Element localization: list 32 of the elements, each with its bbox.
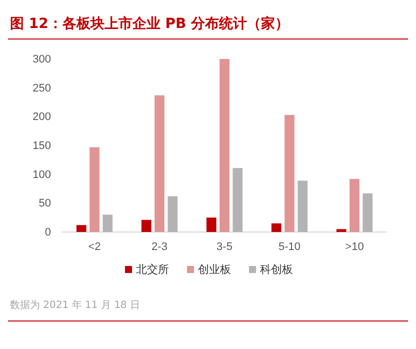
bar	[271, 223, 282, 232]
bar	[206, 218, 216, 232]
y-tick-label: 150	[32, 140, 51, 152]
y-tick-label: 100	[32, 168, 51, 181]
legend-label: 北交所	[136, 263, 169, 276]
legend-label: 科创板	[260, 263, 293, 276]
bar	[141, 220, 152, 232]
bar	[298, 180, 308, 232]
bar	[232, 168, 243, 232]
chart-title: 图 12：各板块上市企业 PB 分布统计（家）	[10, 15, 290, 32]
bar	[102, 214, 113, 232]
bar	[168, 196, 178, 232]
bar	[154, 95, 164, 232]
text: 数据为 2021 年 11 月 18 日	[10, 299, 140, 311]
y-tick-label: 0	[44, 226, 51, 239]
bar	[76, 225, 86, 232]
bar	[350, 178, 360, 232]
y-tick-label: 50	[38, 198, 51, 210]
y-tick-label: 250	[32, 82, 51, 94]
legend-label: 创业板	[198, 263, 231, 276]
bar	[362, 193, 373, 232]
x-tick-label: 3-5	[216, 240, 232, 253]
x-tick-label: <2	[88, 240, 101, 253]
bar	[220, 59, 230, 232]
x-tick-label: 2-3	[152, 240, 168, 253]
x-tick-label: >10	[345, 240, 364, 253]
x-tick-label: 5-10	[278, 240, 301, 253]
y-tick-label: 300	[32, 54, 51, 66]
bar	[90, 147, 100, 232]
y-tick-label: 200	[32, 111, 51, 124]
bar	[336, 229, 346, 232]
bar	[284, 114, 294, 232]
